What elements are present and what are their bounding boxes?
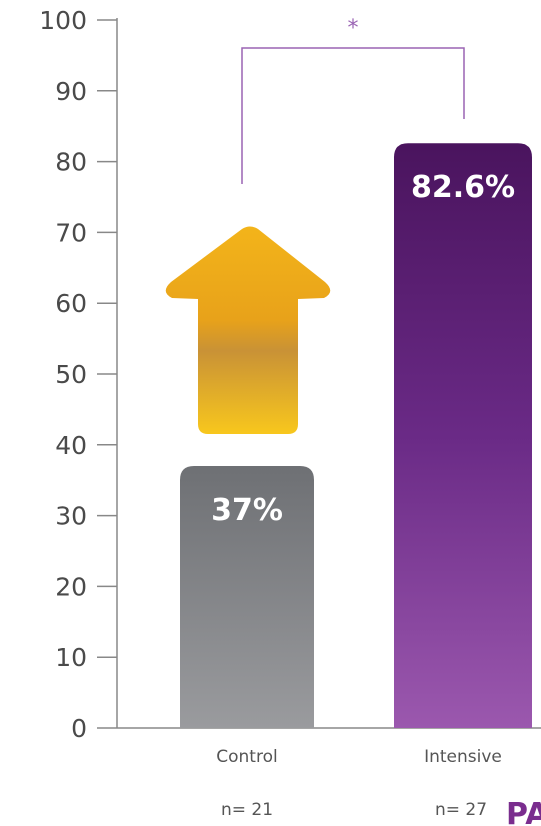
y-tick-label: 20 xyxy=(55,572,87,601)
bar-value-label: 82.6% xyxy=(411,170,515,205)
increase-arrow-icon-shape xyxy=(165,226,331,434)
y-tick-label: 10 xyxy=(55,643,87,672)
bar-control xyxy=(180,466,314,728)
sample-size-label: n= 27 xyxy=(435,800,487,820)
bar-value-label: 37% xyxy=(211,493,283,528)
y-tick-label: 70 xyxy=(55,218,87,247)
sample-size-label: n= 21 xyxy=(221,800,273,820)
y-tick-label: 50 xyxy=(55,360,87,389)
y-tick-label: 0 xyxy=(71,714,87,743)
category-labels: Control n= 21 Intensive n= 27 xyxy=(216,747,502,820)
y-tick-label: 90 xyxy=(55,77,87,106)
y-tick-label: 40 xyxy=(55,431,87,460)
increase-arrow-icon xyxy=(165,226,331,434)
y-tick-label: 80 xyxy=(55,148,87,177)
y-axis-ticks: 0 10 20 30 40 50 60 70 80 90 100 xyxy=(39,6,117,743)
bars: 37% 82.6% xyxy=(180,143,532,728)
significance-marker: * xyxy=(348,16,359,41)
y-tick-label: 100 xyxy=(39,6,87,35)
significance-bracket: * xyxy=(241,16,465,184)
category-label: Control xyxy=(216,747,277,767)
category-label: Intensive xyxy=(424,747,502,767)
y-tick-label: 60 xyxy=(55,289,87,318)
significance-bracket-line xyxy=(241,47,465,184)
bar-intensive xyxy=(394,143,532,728)
logo-text: PA xyxy=(506,797,541,826)
y-tick-label: 30 xyxy=(55,502,87,531)
